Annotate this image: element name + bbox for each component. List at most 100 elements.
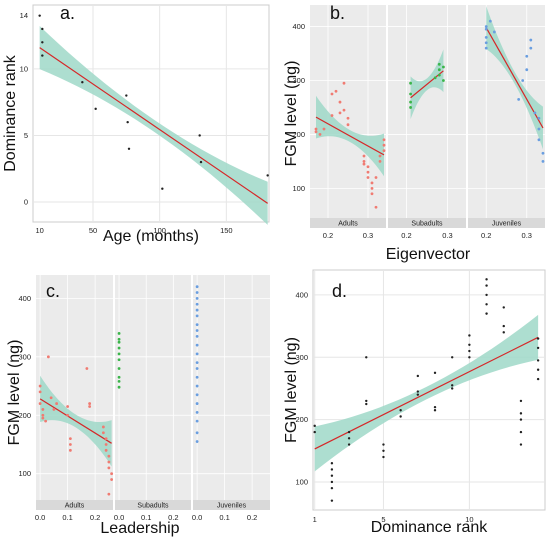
panel-d-point-16 [382, 455, 385, 459]
panel-b-facet-1-strip [388, 218, 466, 228]
panel-b-letter: b. [330, 3, 345, 23]
panel-d-point-27 [451, 387, 454, 390]
panel-b-facet-2-point-16 [537, 138, 541, 142]
panel-c-facet-0-label: Adults [65, 503, 85, 510]
panel-c-facet-2-point-19 [195, 431, 199, 435]
panel-d-point-25 [451, 356, 454, 359]
panel-b-facet-0-point-24 [378, 159, 382, 163]
panel-d-point-17 [399, 409, 402, 412]
panel-d-point-14 [382, 443, 385, 446]
panel-d-point-20 [416, 390, 420, 393]
panel-b-x-label: Eigenvector [386, 246, 471, 263]
panel-d-point-32 [485, 278, 488, 281]
panel-d-point-28 [468, 334, 471, 337]
panel-a-x-label: Age (months) [103, 228, 199, 245]
panel-c-facet-2-point-5 [195, 314, 199, 318]
panel-c-facet-2-point-10 [195, 352, 199, 356]
panel-a-y-tick-2: 10 [20, 64, 28, 73]
panel-c-facet-1-point-5 [117, 367, 121, 370]
panel-d-y-tick-3: 400 [295, 290, 308, 299]
panel-c-facet-0-x-tick-0: 0.0 [35, 513, 45, 522]
panel-d-point-33 [485, 284, 488, 287]
panel-c-facet-1-point-6 [117, 375, 121, 379]
panel-a-point-3 [41, 41, 44, 44]
panel-c-facet-1-bg [115, 275, 191, 500]
panel-d-point-12 [365, 399, 368, 403]
panel-b-facet-1-point-6 [437, 68, 441, 72]
panel-d-point-7 [330, 499, 334, 502]
panel-a-point-8 [127, 147, 131, 150]
panel-b-facet-0-point-6 [334, 89, 338, 93]
panel-b-facet-2-point-1 [484, 41, 488, 45]
panel-b-y-tick-0: 100 [292, 184, 305, 193]
panel-d-point-35 [485, 303, 488, 306]
panel-d-x-tick-2: 10 [465, 515, 473, 524]
panel-d-point-39 [502, 331, 505, 334]
panel-c-facet-1-strip [115, 500, 191, 510]
panel-b-facet-0-point-21 [370, 186, 374, 190]
panel-b-facet-1-bg [388, 5, 466, 218]
panel-a-point-1 [41, 27, 44, 31]
panel-b-facet-1-label: Subadults [411, 221, 443, 228]
panel-b-facet-0-point-5 [330, 92, 334, 96]
panel-b-facet-2-point-7 [517, 97, 521, 101]
panel-b-facet-1-point-9 [442, 65, 445, 69]
panel-c-facet-1-point-0 [117, 337, 121, 341]
panel-a-x-tick-3: 150 [220, 226, 233, 235]
panel-a-point-9 [161, 187, 164, 190]
panel-d-point-0 [313, 424, 316, 428]
panel-c-facet-2-point-3 [195, 302, 199, 306]
panel-b-y-tick-2: 300 [292, 76, 305, 85]
panel-b-facet-2-point-17 [541, 159, 545, 163]
panel-b-facet-2-x-tick-1: 0.3 [522, 231, 532, 240]
panel-b-facet-2-point-18 [541, 151, 545, 155]
panel-c-y-label: FGM level (ng) [6, 340, 23, 446]
panel-d-x-tick-0: 1 [313, 515, 317, 524]
panel-c-facet-0-point-15 [68, 448, 72, 452]
panel-b-facet-0-point-23 [374, 176, 378, 179]
panel-b-facet-2-point-2 [484, 35, 488, 39]
panel-c-facet-2-point-0 [195, 285, 199, 289]
panel-d-point-19 [416, 374, 420, 378]
panel-b-facet-2-point-15 [537, 127, 541, 131]
panel-c-facet-1-point-9 [117, 332, 121, 335]
panel-d-point-29 [468, 343, 471, 347]
panel-d-point-38 [502, 324, 505, 328]
panel-c-y-tick-2: 300 [18, 352, 31, 361]
panel-b-facet-2-x-tick-0: 0.2 [481, 231, 491, 240]
panel-d-y-tick-1: 200 [295, 415, 308, 424]
panel-a-x-tick-1: 50 [89, 226, 97, 235]
panel-c-facet-1-point-7 [117, 379, 121, 383]
panel-d-point-37 [502, 306, 505, 309]
panel-d-point-18 [399, 415, 402, 418]
panel-b-facet-0-point-10 [342, 108, 346, 112]
panel-d-y-tick-2: 300 [295, 353, 308, 362]
panel-d-letter: d. [332, 281, 347, 301]
panel-b-facet-2-point-4 [484, 25, 488, 28]
panel-d-point-15 [382, 449, 385, 452]
panel-c-facet-0-point-8 [49, 396, 53, 400]
panel-d-point-8 [347, 430, 351, 434]
panel-b-y-tick-1: 200 [292, 130, 305, 139]
panel-d-point-40 [519, 399, 523, 403]
panel-a-letter: a. [60, 3, 75, 23]
panel-c-facet-2-point-7 [195, 329, 199, 332]
panel-d-point-4 [330, 474, 334, 477]
panel-c-y-tick-3: 400 [18, 294, 31, 303]
panel-b-facet-2-point-3 [484, 27, 488, 31]
panel-c-facet-1-point-4 [117, 358, 121, 362]
panel-d-point-36 [485, 312, 488, 315]
panel-c-facet-0-point-28 [107, 492, 111, 496]
panel-b-y-label: FGM level (ng) [283, 61, 300, 167]
panel-c-facet-0-point-13 [68, 437, 72, 441]
panel-d: 1 5 10 100 200 300 400 Dominance rank FGM level … [283, 269, 546, 536]
panel-b-facet-0-point-19 [370, 181, 374, 185]
panel-c-facet-0-point-16 [85, 367, 89, 370]
panel-b-facet-1-point-2 [409, 92, 412, 96]
panel-c-facet-2-point-9 [195, 343, 199, 347]
panel-c-facet-2-point-8 [195, 334, 199, 338]
panel-b-facet-1-point-8 [442, 79, 445, 82]
panel-b-facet-0-point-25 [378, 154, 382, 158]
panel-c-y-tick-0: 100 [18, 469, 31, 478]
panel-b-facet-0-point-28 [382, 138, 386, 142]
